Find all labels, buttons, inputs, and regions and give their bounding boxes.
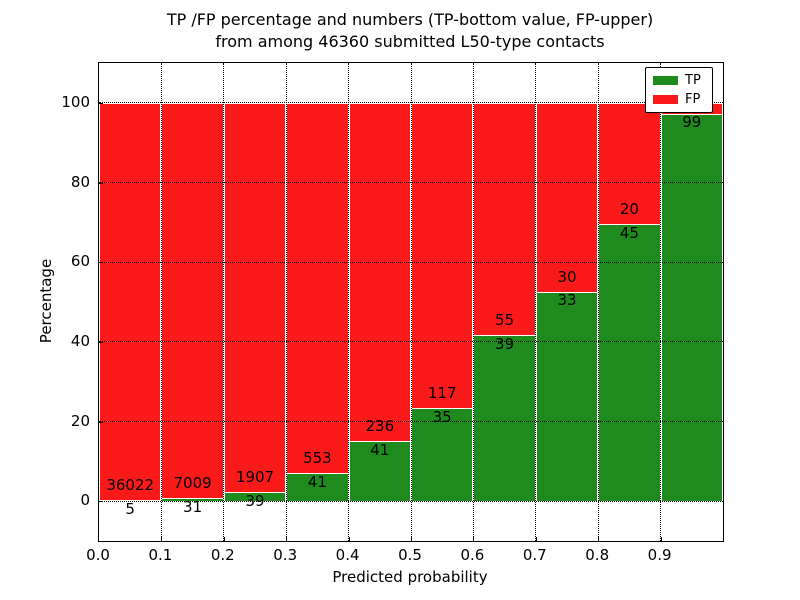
y-tickmark <box>99 182 103 184</box>
x-tickmark <box>411 537 412 541</box>
fp-bar-segment <box>161 102 224 500</box>
x-tick-label: 0.6 <box>460 546 485 564</box>
x-tick-label: 0.7 <box>522 546 547 564</box>
fp-count-label: 553 <box>303 448 332 467</box>
x-gridline <box>160 63 162 541</box>
legend-swatch-tp <box>653 76 678 86</box>
y-tick-label: 0 <box>80 491 90 510</box>
legend-label: FP <box>685 91 701 107</box>
fp-bar-segment <box>223 102 287 494</box>
x-tickmark <box>348 537 350 541</box>
x-tick-label: 0.2 <box>210 546 235 564</box>
fp-count-label: 20 <box>619 200 639 219</box>
y-tickmark <box>99 102 103 104</box>
x-tickmark <box>598 537 600 541</box>
x-tickmark <box>473 537 475 541</box>
x-gridline <box>410 63 412 541</box>
x-gridline <box>597 63 599 541</box>
y-tickmark <box>99 341 103 343</box>
tp-bar-segment <box>286 473 349 502</box>
tp-bar-segment <box>223 493 287 502</box>
y-tick-label: 60 <box>70 252 90 271</box>
y-tick-label: 80 <box>70 172 90 191</box>
y-tickmark <box>99 501 103 503</box>
x-tickmark <box>286 537 288 541</box>
fp-count-label: 1907 <box>235 468 275 487</box>
fp-count-label: 7009 <box>173 474 212 493</box>
fp-bar-segment <box>598 102 661 226</box>
x-tickmark <box>535 537 537 541</box>
y-gridline <box>99 261 723 263</box>
legend: TP FP <box>645 67 713 113</box>
tp-bar-segment <box>348 442 411 502</box>
tp-count-label: 35 <box>432 408 452 427</box>
fp-bar-segment <box>411 102 474 410</box>
x-gridline <box>660 63 662 541</box>
tp-count-label: 41 <box>370 441 390 460</box>
y-tickmark <box>99 421 103 423</box>
fp-bar-segment <box>535 102 599 293</box>
x-tick-label: 0.4 <box>335 546 360 564</box>
fp-bar-segment <box>286 102 349 474</box>
tp-count-label: 33 <box>557 291 577 310</box>
x-gridline <box>348 63 350 541</box>
fp-bar-segment <box>99 102 162 502</box>
x-tickmark <box>161 537 163 541</box>
chart-title-line2: from among 46360 submitted L50-type cont… <box>215 32 605 51</box>
tp-bar-segment <box>161 499 224 502</box>
x-tick-label: 0.1 <box>148 546 173 564</box>
x-tick-label: 0.9 <box>647 546 672 564</box>
tp-count-label: 39 <box>495 334 515 353</box>
y-tick-label: 100 <box>61 92 90 111</box>
x-gridline <box>472 63 474 541</box>
x-tickmark <box>223 537 225 541</box>
tp-bar-segment <box>535 292 599 502</box>
plot-area: 36022 5 7009 31 1907 39 553 41 236 41 117 35 55 39 30 3… <box>98 62 724 542</box>
y-gridline <box>99 421 723 422</box>
legend-swatch-fp <box>653 94 678 104</box>
tp-bar-segment <box>411 409 474 502</box>
fp-bar-segment <box>348 102 411 443</box>
tp-count-label: 39 <box>245 492 265 511</box>
chart-title: TP /FP percentage and numbers (TP-bottom… <box>98 9 722 53</box>
y-gridline <box>99 341 723 343</box>
tp-count-label: 41 <box>307 472 327 491</box>
tp-count-label: 99 <box>682 113 702 132</box>
tp-bar-segment <box>660 114 723 502</box>
y-tick-label: 20 <box>70 411 90 430</box>
legend-label: TP <box>685 73 701 89</box>
fp-count-label: 117 <box>427 384 457 403</box>
y-axis-label: Percentage <box>37 258 55 344</box>
fp-bar-segment <box>473 102 536 336</box>
x-axis-label: Predicted probability <box>332 568 488 586</box>
tp-bar-segment <box>598 225 661 502</box>
x-tick-label: 0.0 <box>86 546 110 564</box>
tp-bar-segment <box>473 335 536 502</box>
y-gridline <box>99 102 723 104</box>
fp-count-label: 36022 <box>106 476 155 495</box>
fp-count-label: 236 <box>365 417 395 436</box>
y-tickmark <box>99 262 103 264</box>
fp-count-label: 30 <box>557 267 577 286</box>
y-gridline <box>99 182 723 183</box>
x-tickmark <box>660 537 662 541</box>
x-gridline <box>535 63 537 541</box>
chart-title-line1: TP /FP percentage and numbers (TP-bottom… <box>166 10 654 29</box>
tp-count-label: 45 <box>619 224 639 243</box>
x-gridline <box>285 63 287 541</box>
tp-count-label: 31 <box>183 498 203 517</box>
tp-count-label: 5 <box>125 500 135 519</box>
y-gridline <box>99 500 723 502</box>
legend-row-tp: TP <box>646 74 712 87</box>
x-tick-label: 0.5 <box>398 546 422 564</box>
fp-count-label: 55 <box>495 310 515 329</box>
y-tick-label: 40 <box>70 331 90 350</box>
x-tick-label: 0.3 <box>273 546 298 564</box>
x-tick-label: 0.8 <box>585 546 610 564</box>
x-gridline <box>223 63 225 541</box>
legend-row-fp: FP <box>646 93 712 106</box>
